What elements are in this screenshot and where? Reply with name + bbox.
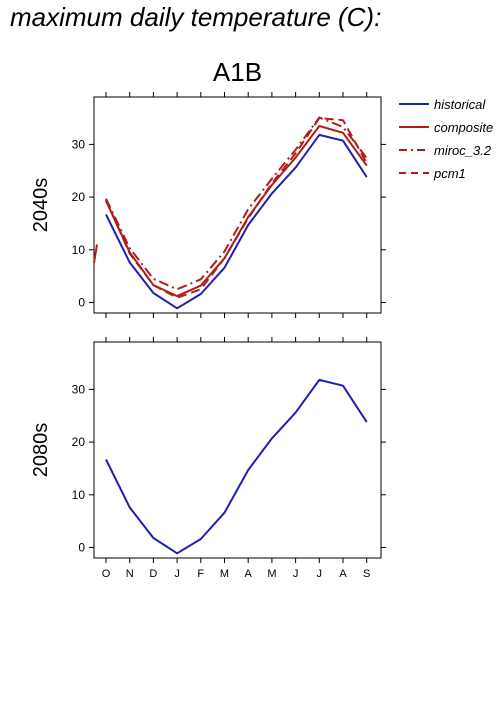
panel-2080s: O N D J F M A M J J A S 0 10 20 30 2080s: [30, 337, 386, 580]
y-tick-label: 20: [72, 190, 86, 204]
x-tick-label: S: [363, 568, 370, 580]
x-tick-label: M: [220, 568, 229, 580]
series-line-pcm1: [105, 117, 368, 299]
series-stub-composite: [93, 244, 98, 264]
plot-frame: [93, 341, 382, 559]
x-tick-label: F: [197, 568, 204, 580]
series-line-historical: [105, 133, 368, 310]
y-axis-label: 2080s: [30, 423, 52, 478]
y-tick-label: 30: [72, 137, 86, 151]
x-tick-label: J: [317, 568, 323, 580]
legend-label: miroc_3.2: [434, 143, 492, 158]
panel-2040s: 0 10 20 30 2040s A1B: [30, 57, 386, 318]
chart-title: A1B: [213, 57, 262, 87]
x-tick-label: D: [149, 568, 157, 580]
page-title: maximum daily temperature (C):: [10, 2, 382, 32]
series-line-composite: [105, 125, 368, 298]
x-tick-label: A: [339, 568, 347, 580]
legend-label: composite: [434, 120, 493, 135]
y-axis-label: 2040s: [30, 178, 52, 233]
y-tick-label: 10: [72, 243, 86, 257]
x-tick-label: O: [102, 568, 111, 580]
legend-label: historical: [434, 97, 486, 112]
legend-label: pcm1: [433, 166, 466, 181]
x-tick-label: M: [267, 568, 276, 580]
y-tick-label: 0: [78, 540, 85, 554]
x-tick-label: A: [245, 568, 253, 580]
x-tick-label: N: [126, 568, 134, 580]
x-tick-label: J: [293, 568, 299, 580]
y-tick-label: 20: [72, 435, 86, 449]
y-tick-label: 0: [78, 295, 85, 309]
y-tick-label: 30: [72, 382, 86, 396]
y-tick-label: 10: [72, 488, 86, 502]
x-tick-label: J: [174, 568, 180, 580]
plot-frame: [93, 96, 382, 314]
legend: historical composite miroc_3.2 pcm1: [399, 97, 493, 181]
series-line-miroc-3-2: [105, 116, 368, 291]
series-line-historical: [105, 378, 368, 555]
